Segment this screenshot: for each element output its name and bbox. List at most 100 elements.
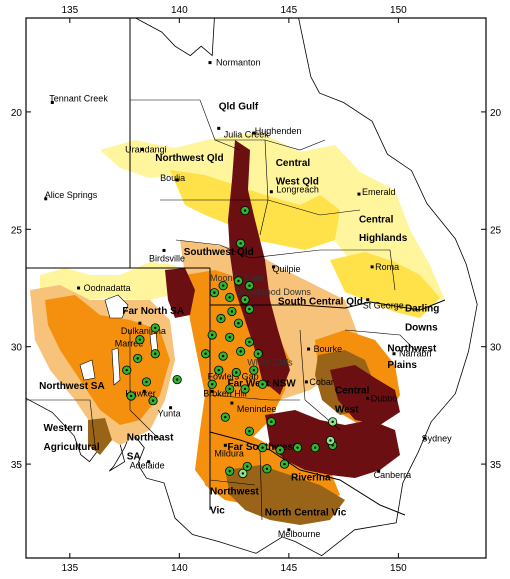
town-marker xyxy=(287,528,291,532)
patch-maroon-qld xyxy=(228,140,290,395)
site-marker-center xyxy=(241,472,245,475)
map-frame xyxy=(25,17,487,559)
region-border-7 xyxy=(26,399,96,446)
region-border-13 xyxy=(209,479,256,486)
town-marker xyxy=(208,61,212,65)
town-marker xyxy=(217,126,221,130)
town-label: Hughenden xyxy=(255,126,302,136)
region-label: Highlands xyxy=(359,233,408,244)
town-marker xyxy=(230,401,234,405)
town-label: Emerald xyxy=(362,187,396,197)
patch-yellow-east xyxy=(170,170,340,250)
lon-tick-label-top: 145 xyxy=(281,5,298,16)
site-marker-center xyxy=(265,467,269,470)
deficiency-patches xyxy=(30,132,445,525)
region-label: Central xyxy=(335,386,370,397)
site-marker-center xyxy=(228,296,231,299)
border-nsw-vic xyxy=(209,431,406,516)
town-label: Quilpie xyxy=(273,264,301,274)
town-label: Dulkaninna xyxy=(121,326,166,336)
region-label: Western xyxy=(44,423,83,434)
site-marker-center xyxy=(248,284,251,287)
town-label: Roma xyxy=(375,262,399,272)
town-label: Tennant Creek xyxy=(49,94,108,104)
site-marker-center xyxy=(261,383,264,386)
town-marker xyxy=(223,443,227,447)
lakes xyxy=(79,294,159,386)
lat-tick-label-left: 25 xyxy=(11,225,23,236)
town-marker xyxy=(175,178,179,182)
town-marker xyxy=(252,131,256,135)
site-marker-center xyxy=(256,352,260,355)
site-marker-center xyxy=(228,387,231,391)
region-label: Plains xyxy=(387,360,417,371)
town-label: Bourke xyxy=(314,344,343,354)
lon-tick-label-top: 150 xyxy=(390,5,407,16)
region-border-4 xyxy=(160,199,361,216)
site-marker-center xyxy=(283,462,286,466)
region-label: Southwest Qld xyxy=(184,247,254,258)
region-border-12 xyxy=(259,449,263,521)
site-marker-center xyxy=(129,394,133,398)
site-marker-center xyxy=(248,307,251,311)
lake-eyre xyxy=(104,294,129,319)
region-label: Agricultural xyxy=(44,442,100,453)
town-marker xyxy=(142,389,146,393)
region-labels: Qld Gulf Northwest Qld Central West Qld Cent… xyxy=(39,102,439,519)
region-label: Northwest Qld xyxy=(155,153,223,164)
region-border-2 xyxy=(215,139,326,151)
lat-tick-label-right: 20 xyxy=(490,108,502,119)
site-marker-center xyxy=(151,399,155,402)
town-label: Melbourne xyxy=(278,529,321,539)
patch-maroon-west xyxy=(330,365,400,425)
site-marker-center xyxy=(138,338,142,341)
region-label: Central xyxy=(359,214,394,225)
region-label: Northeast xyxy=(127,433,174,444)
site-marker-center xyxy=(329,439,332,442)
town-marker xyxy=(377,469,381,473)
town-label: St George xyxy=(363,301,404,311)
lon-tick-label-bottom: 150 xyxy=(390,563,407,574)
region-label: Central xyxy=(276,158,311,169)
lat-tick-label-left: 20 xyxy=(11,108,23,119)
site-marker-center xyxy=(175,378,179,381)
lon-tick-label-bottom: 145 xyxy=(281,563,298,574)
lat-tick-label-right: 25 xyxy=(490,225,502,236)
patch-brown-wa xyxy=(88,418,112,455)
lon-tick-label-top: 140 xyxy=(171,5,188,16)
town-marker xyxy=(138,321,142,325)
site-marker-center xyxy=(213,291,216,294)
site-marker-center xyxy=(217,368,220,372)
town-marker xyxy=(50,101,54,105)
state-borders xyxy=(26,18,446,516)
site-marker-center xyxy=(136,357,139,360)
site-marker-center xyxy=(210,333,214,337)
town-label: Birdsville xyxy=(149,253,185,263)
region-label: North Central Vic xyxy=(265,508,347,519)
region-label: Vic xyxy=(210,505,225,516)
lat-tick-label-right: 30 xyxy=(490,343,502,354)
site-marker-center xyxy=(278,448,282,452)
town-marker xyxy=(366,396,370,400)
site-marker-center xyxy=(154,352,157,355)
place-label: White Cliffs xyxy=(247,357,293,367)
town-marker xyxy=(366,298,370,302)
site-marker-center xyxy=(221,284,225,287)
lake-gairdner xyxy=(79,359,96,381)
site-marker-center xyxy=(270,420,273,424)
town-marker xyxy=(210,389,214,393)
town-marker xyxy=(162,248,166,252)
site-marker-center xyxy=(239,242,242,245)
town-marker xyxy=(147,460,151,464)
town-label: Alice Springs xyxy=(45,190,98,200)
site-marker-center xyxy=(219,317,223,320)
town-marker xyxy=(44,197,48,201)
patch-yellow-west xyxy=(40,262,190,300)
site-marker-center xyxy=(237,322,240,325)
town-marker xyxy=(269,190,273,194)
town-marker xyxy=(77,286,81,290)
site-marker-center xyxy=(252,368,256,372)
site-marker-center xyxy=(243,387,247,391)
region-borders xyxy=(26,99,416,521)
region-border-8 xyxy=(129,330,161,441)
